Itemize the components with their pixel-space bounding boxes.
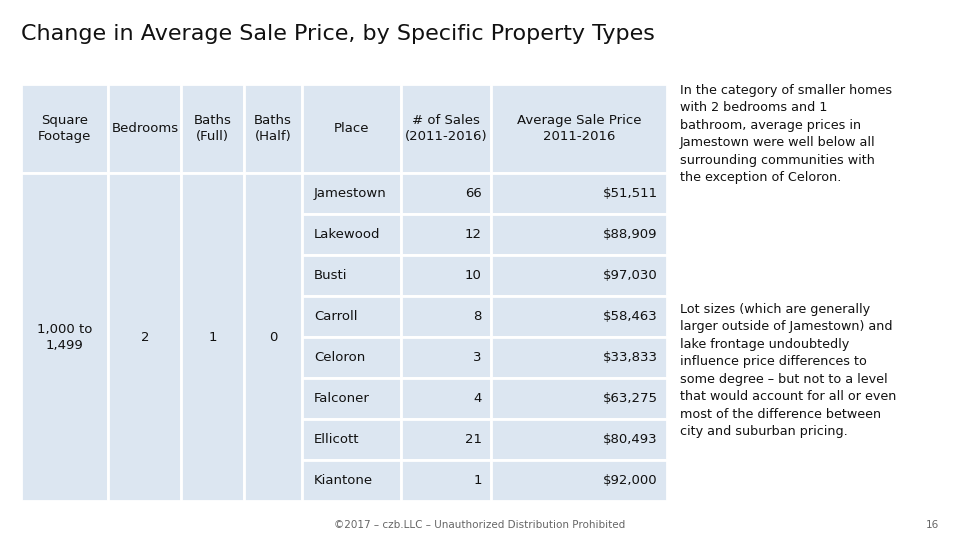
Bar [302,173,401,214]
Bar [108,173,181,501]
Text: Ellicott: Ellicott [314,433,359,446]
Text: Square
Footage: Square Footage [38,114,91,143]
Bar [21,173,108,501]
Bar [492,173,667,214]
Bar [492,214,667,255]
Bar [302,378,401,419]
Text: Busti: Busti [314,269,348,282]
Text: Carroll: Carroll [314,310,357,323]
Bar [302,419,401,460]
Text: 3: 3 [473,351,482,364]
Text: 4: 4 [473,392,482,405]
Bar [21,84,108,173]
Bar [302,296,401,338]
Bar [181,173,244,501]
Text: $51,511: $51,511 [602,187,658,200]
Bar [302,338,401,378]
Text: Celoron: Celoron [314,351,365,364]
Text: $63,275: $63,275 [603,392,658,405]
Bar [302,214,401,255]
Text: 10: 10 [465,269,482,282]
Text: ©2017 – czb.LLC – Unauthorized Distribution Prohibited: ©2017 – czb.LLC – Unauthorized Distribut… [334,520,626,530]
Bar [244,173,302,501]
Text: In the category of smaller homes
with 2 bedrooms and 1
bathroom, average prices : In the category of smaller homes with 2 … [680,84,892,184]
Text: 1: 1 [208,331,217,344]
Text: $80,493: $80,493 [603,433,658,446]
Bar [492,460,667,501]
Bar [492,296,667,338]
Bar [401,296,492,338]
Bar [244,84,302,173]
Text: 8: 8 [473,310,482,323]
Text: 1: 1 [473,474,482,487]
Bar [492,338,667,378]
Bar [492,255,667,296]
Text: 12: 12 [465,228,482,241]
Text: 1,000 to
1,499: 1,000 to 1,499 [37,322,92,352]
Text: Baths
(Full): Baths (Full) [194,114,231,143]
Bar [401,214,492,255]
Text: $33,833: $33,833 [603,351,658,364]
Text: $97,030: $97,030 [603,269,658,282]
Text: 21: 21 [465,433,482,446]
Text: $58,463: $58,463 [603,310,658,323]
Text: Baths
(Half): Baths (Half) [254,114,292,143]
Text: Lot sizes (which are generally
larger outside of Jamestown) and
lake frontage un: Lot sizes (which are generally larger ou… [680,303,896,438]
Text: Bedrooms: Bedrooms [111,122,179,135]
Bar [401,255,492,296]
Text: Jamestown: Jamestown [314,187,387,200]
Bar [401,378,492,419]
Text: Place: Place [334,122,370,135]
Text: 16: 16 [925,520,939,530]
Text: 0: 0 [269,331,277,344]
Text: Kiantone: Kiantone [314,474,372,487]
Bar [401,84,492,173]
Text: 66: 66 [465,187,482,200]
Bar [181,84,244,173]
Bar [108,84,181,173]
Bar [401,460,492,501]
Text: Lakewood: Lakewood [314,228,380,241]
Text: # of Sales
(2011-2016): # of Sales (2011-2016) [405,114,488,143]
Text: 2: 2 [140,331,149,344]
Bar [401,173,492,214]
Bar [492,378,667,419]
Bar [302,84,401,173]
Text: $88,909: $88,909 [603,228,658,241]
Bar [492,84,667,173]
Bar [302,255,401,296]
Bar [302,460,401,501]
Text: $92,000: $92,000 [603,474,658,487]
Text: Average Sale Price
2011-2016: Average Sale Price 2011-2016 [517,114,641,143]
Bar [401,338,492,378]
Bar [401,419,492,460]
Text: Falconer: Falconer [314,392,370,405]
Bar [492,419,667,460]
Text: Change in Average Sale Price, by Specific Property Types: Change in Average Sale Price, by Specifi… [21,24,655,44]
